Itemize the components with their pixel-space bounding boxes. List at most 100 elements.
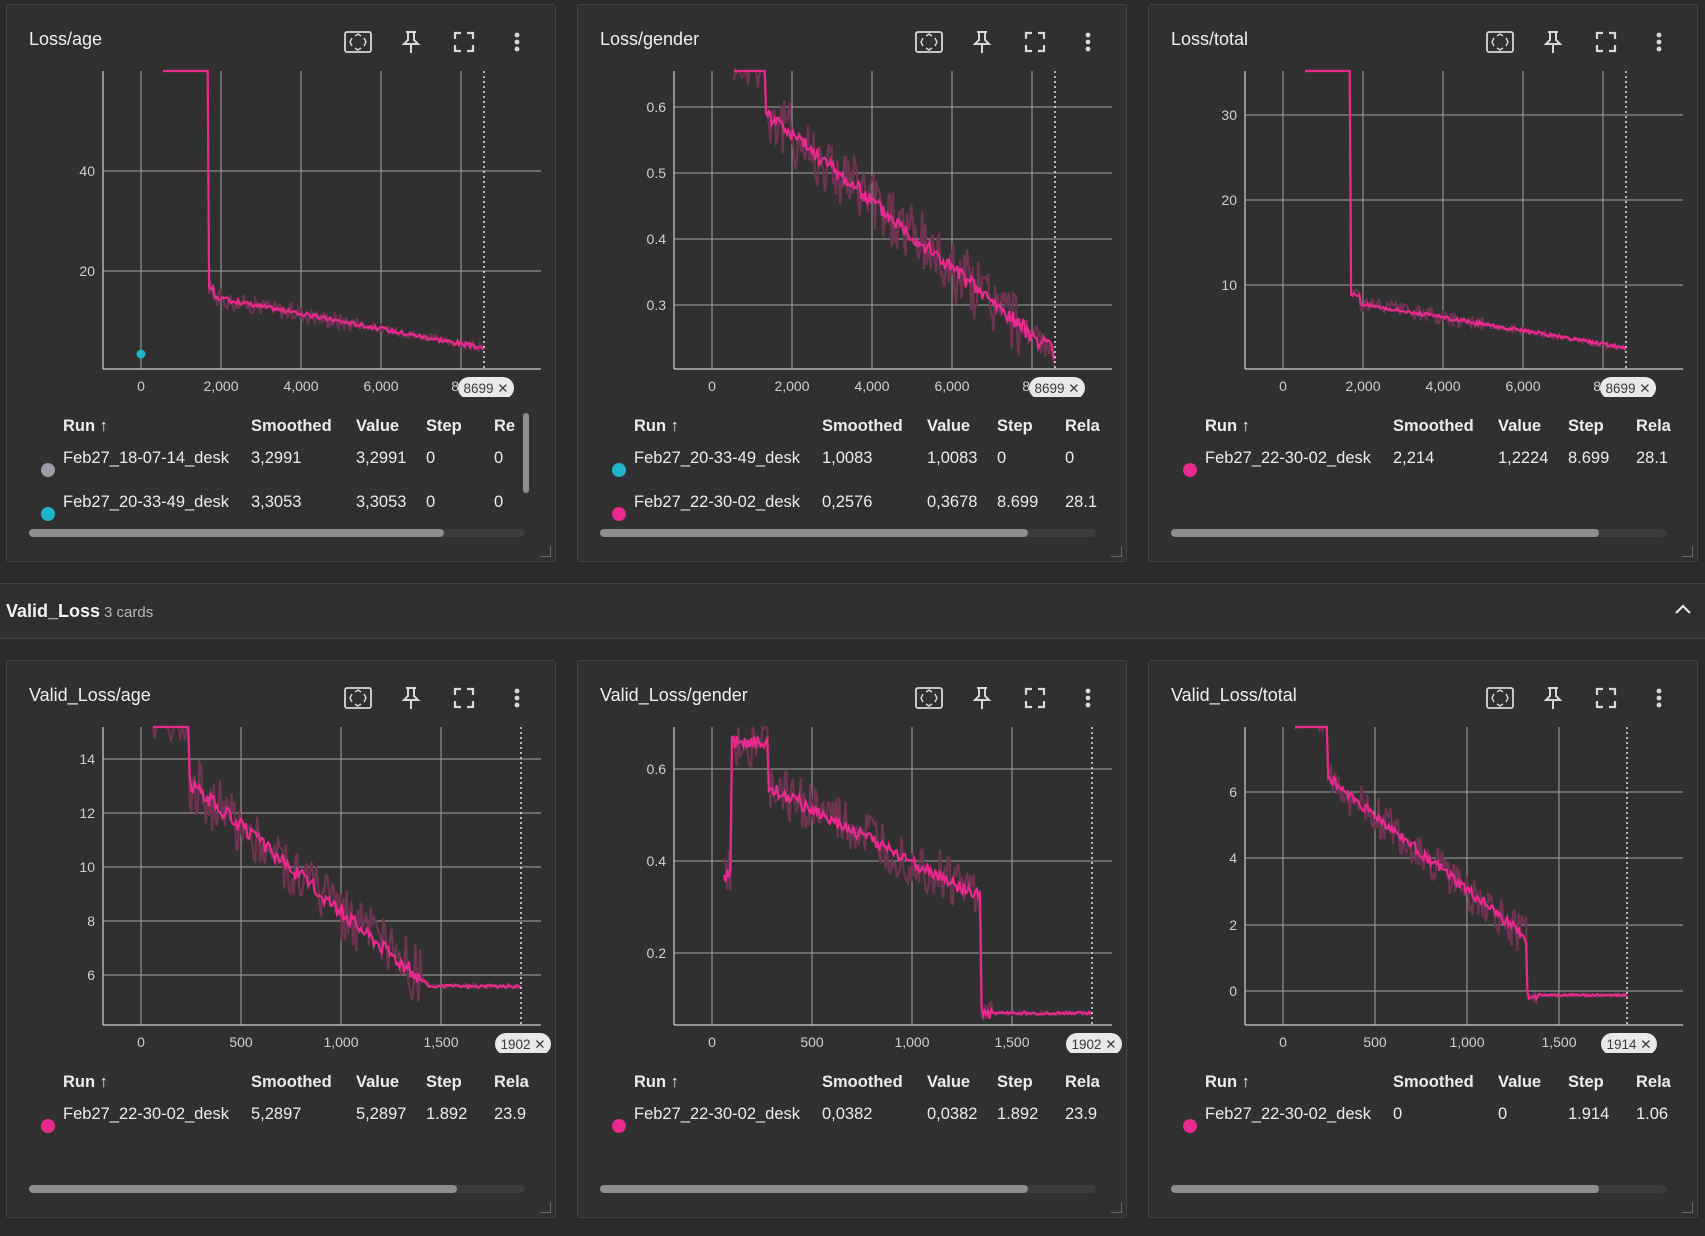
step-cursor-chip: [1029, 377, 1085, 397]
group-header-valid-loss[interactable]: Valid_Loss 3 cards: [0, 583, 1705, 639]
scrollbar-thumb[interactable]: [29, 1185, 457, 1193]
column-header-run[interactable]: Run ↑: [1205, 417, 1250, 435]
column-header-value[interactable]: Value: [356, 417, 400, 435]
column-header-value[interactable]: Value: [356, 1073, 400, 1091]
more-vert-icon[interactable]: [1632, 681, 1685, 715]
table-row[interactable]: Feb27_18-07-14_desk 3,2991 3,2991 0 0: [29, 441, 533, 485]
table-row[interactable]: Feb27_22-30-02_desk 0,0382 0,0382 1.892 23.9: [600, 1097, 1104, 1141]
pin-icon[interactable]: [1526, 681, 1579, 715]
pin-icon[interactable]: [1526, 25, 1579, 59]
fullscreen-icon[interactable]: [1579, 25, 1632, 59]
column-header-rel[interactable]: Rela: [1065, 1073, 1100, 1091]
column-header-rel[interactable]: Rela: [1636, 1073, 1671, 1091]
y-tick-label: 30: [1221, 107, 1237, 123]
more-vert-icon[interactable]: [1632, 25, 1685, 59]
fit-domain-icon[interactable]: [902, 25, 955, 59]
resize-handle[interactable]: [1111, 546, 1122, 557]
column-header-step[interactable]: Step: [997, 1073, 1033, 1091]
column-header-rel[interactable]: Re: [494, 417, 516, 435]
fit-domain-icon[interactable]: [331, 25, 384, 59]
horizontal-scrollbar[interactable]: [29, 529, 525, 537]
scrollbar-thumb[interactable]: [600, 1185, 1028, 1193]
vertical-scrollbar[interactable]: [523, 413, 529, 493]
chevron-up-icon[interactable]: [1673, 600, 1693, 625]
column-header-step[interactable]: Step: [1568, 1073, 1604, 1091]
fit-domain-icon[interactable]: [1473, 681, 1526, 715]
column-header-smoothed[interactable]: Smoothed: [1393, 417, 1474, 435]
resize-handle[interactable]: [540, 546, 551, 557]
table-row[interactable]: Feb27_20-33-49_desk 3,3053 3,3053 0 0: [29, 485, 533, 529]
line-chart[interactable]: 0 500 1,000 1,500 0.2 0.4 0.6 1902 ✕: [578, 723, 1128, 1053]
table-row[interactable]: Feb27_20-33-49_desk 1,0083 1,0083 0 0: [600, 441, 1104, 485]
x-tick-label: 1,000: [323, 1034, 358, 1050]
column-header-step[interactable]: Step: [1568, 417, 1604, 435]
scrollbar-thumb[interactable]: [600, 529, 1028, 537]
column-header-smoothed[interactable]: Smoothed: [822, 1073, 903, 1091]
resize-handle[interactable]: [1682, 1202, 1693, 1213]
column-header-run[interactable]: Run ↑: [634, 417, 679, 435]
fit-domain-icon[interactable]: [331, 681, 384, 715]
horizontal-scrollbar[interactable]: [1171, 1185, 1667, 1193]
pin-icon[interactable]: [384, 25, 437, 59]
column-header-value[interactable]: Value: [1498, 417, 1542, 435]
column-header-smoothed[interactable]: Smoothed: [251, 1073, 332, 1091]
column-header-step[interactable]: Step: [997, 417, 1033, 435]
scrollbar-thumb[interactable]: [1171, 1185, 1599, 1193]
more-vert-icon[interactable]: [1061, 25, 1114, 59]
fullscreen-icon[interactable]: [1008, 681, 1061, 715]
column-header-value[interactable]: Value: [927, 417, 971, 435]
fullscreen-icon[interactable]: [1579, 681, 1632, 715]
pin-icon[interactable]: [955, 25, 1008, 59]
resize-handle[interactable]: [1682, 546, 1693, 557]
column-header-rel[interactable]: Rela: [1065, 417, 1100, 435]
fullscreen-icon[interactable]: [437, 25, 490, 59]
column-header-step[interactable]: Step: [426, 417, 462, 435]
cell-run: Feb27_20-33-49_desk: [63, 493, 230, 511]
column-header-value[interactable]: Value: [1498, 1073, 1542, 1091]
scrollbar-thumb[interactable]: [1171, 529, 1599, 537]
horizontal-scrollbar[interactable]: [600, 529, 1096, 537]
fit-domain-icon[interactable]: [1473, 25, 1526, 59]
horizontal-scrollbar[interactable]: [29, 1185, 525, 1193]
column-header-run[interactable]: Run ↑: [634, 1073, 679, 1091]
horizontal-scrollbar[interactable]: [600, 1185, 1096, 1193]
cell-run: Feb27_22-30-02_desk: [634, 1105, 801, 1123]
fit-domain-icon[interactable]: [902, 681, 955, 715]
table-row[interactable]: Feb27_22-30-02_desk 0 0 1.914 1.06: [1171, 1097, 1675, 1141]
y-tick-label: 0.6: [647, 761, 667, 777]
fullscreen-icon[interactable]: [1008, 25, 1061, 59]
more-vert-icon[interactable]: [1061, 681, 1114, 715]
column-header-run[interactable]: Run ↑: [1205, 1073, 1250, 1091]
fullscreen-icon[interactable]: [437, 681, 490, 715]
horizontal-scrollbar[interactable]: [1171, 529, 1667, 537]
scrollbar-thumb[interactable]: [29, 529, 444, 537]
pin-icon[interactable]: [955, 681, 1008, 715]
y-tick-label: 0.4: [647, 853, 667, 869]
column-header-step[interactable]: Step: [426, 1073, 462, 1091]
column-header-smoothed[interactable]: Smoothed: [251, 417, 332, 435]
more-vert-icon[interactable]: [490, 681, 543, 715]
table-row[interactable]: Feb27_22-30-02_desk 2,214 1,2224 8.699 28.1: [1171, 441, 1675, 485]
cell-run: Feb27_18-07-14_desk: [63, 449, 230, 467]
table-row[interactable]: Feb27_22-30-02_desk 0,2576 0,3678 8.699 28.1: [600, 485, 1104, 529]
y-tick-label: 10: [1221, 277, 1237, 293]
column-header-smoothed[interactable]: Smoothed: [1393, 1073, 1474, 1091]
table-row[interactable]: Feb27_22-30-02_desk 5,2897 5,2897 1.892 23.9: [29, 1097, 533, 1141]
line-chart[interactable]: 0 500 1,000 1,500 0 2 4 6 1914 ✕: [1149, 723, 1699, 1053]
column-header-smoothed[interactable]: Smoothed: [822, 417, 903, 435]
column-header-run[interactable]: Run ↑: [63, 1073, 108, 1091]
card-toolbar: [902, 25, 1114, 59]
pin-icon[interactable]: [384, 681, 437, 715]
column-header-value[interactable]: Value: [927, 1073, 971, 1091]
line-chart[interactable]: 0 500 1,000 1,500 6 8 10 12 14 1902 ✕: [7, 723, 557, 1053]
column-header-run[interactable]: Run ↑: [63, 417, 108, 435]
resize-handle[interactable]: [1111, 1202, 1122, 1213]
more-vert-icon[interactable]: [490, 25, 543, 59]
column-header-rel[interactable]: Rela: [494, 1073, 529, 1091]
column-header-rel[interactable]: Rela: [1636, 417, 1671, 435]
scalar-card: Loss/total02,0004,0006,0008,01020308699 …: [1148, 4, 1698, 562]
resize-handle[interactable]: [540, 1202, 551, 1213]
